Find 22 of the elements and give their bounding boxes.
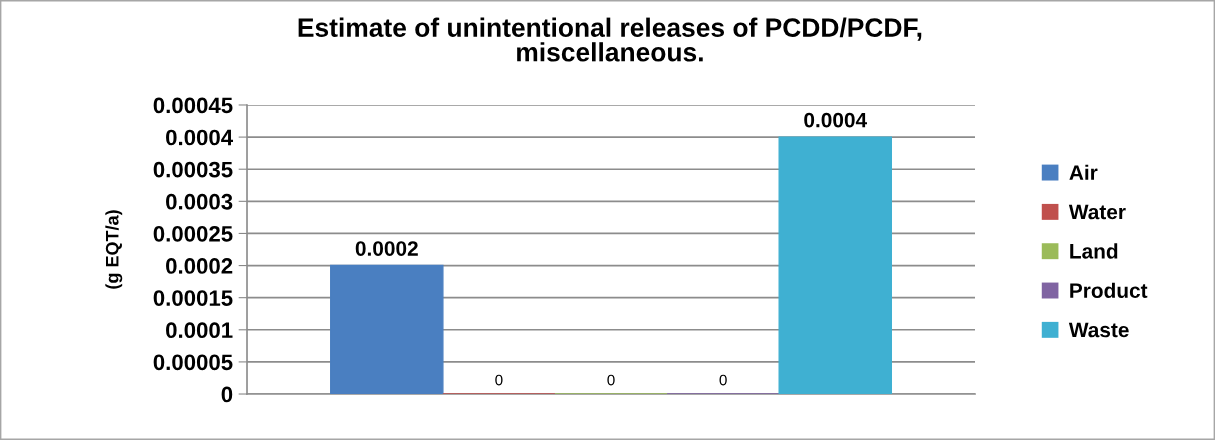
y-tick-label: 0.00025 [153, 225, 233, 242]
data-label: 0 [495, 374, 503, 386]
y-tick-label: 0.0001 [166, 322, 233, 339]
y-tick-label: 0 [221, 386, 233, 403]
y-tick-label: 0.00035 [153, 161, 233, 178]
data-label: 0 [719, 374, 727, 386]
y-axis-title: (g EQT/a) [105, 210, 123, 289]
legend-label: Air [1069, 164, 1098, 180]
y-tick-label: 0.0004 [166, 129, 234, 146]
y-tick-label: 0.0002 [166, 258, 233, 274]
data-label: 0 [607, 374, 615, 386]
y-tick-label: 0.0003 [166, 193, 233, 210]
data-label: 0.0004 [804, 112, 868, 128]
legend-label: Land [1070, 243, 1118, 259]
y-tick-label: 0.00015 [153, 290, 233, 306]
legend-label: Product [1070, 282, 1148, 298]
legend-label: Waste [1068, 322, 1129, 338]
y-tick-label: 0.00005 [153, 354, 233, 371]
legend-label: Water [1068, 204, 1126, 220]
y-tick-label: 0.00045 [153, 97, 233, 114]
chart-title: Estimate of unintentional releases of PCDD/PCDF, miscellaneous. [298, 17, 922, 62]
data-label: 0.0002 [355, 241, 418, 256]
